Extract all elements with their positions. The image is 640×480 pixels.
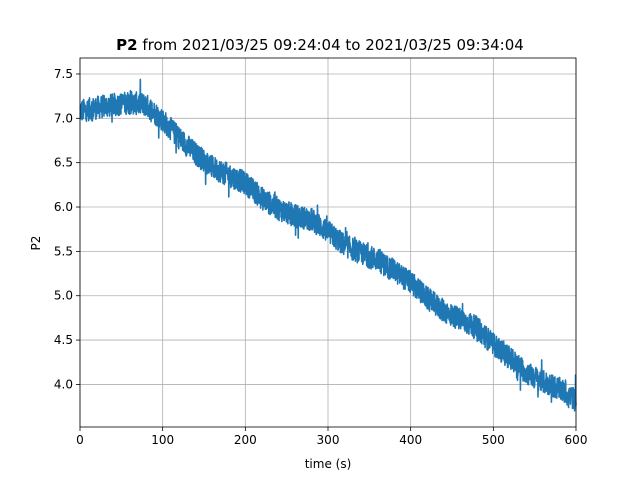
x-tick-label: 400 (399, 433, 422, 447)
series-line-p2 (79, 78, 577, 412)
y-axis-label: P2 (29, 236, 43, 251)
chart-title-bold: P2 (116, 36, 137, 54)
x-tick-label: 0 (76, 433, 84, 447)
y-tick-label: 5.5 (54, 244, 73, 258)
chart-title: P2 from 2021/03/25 09:24:04 to 2021/03/2… (116, 36, 524, 54)
x-tick-label: 200 (234, 433, 257, 447)
y-tick-label: 4.5 (54, 333, 73, 347)
x-axis-label: time (s) (305, 457, 352, 471)
y-tick-label: 4.0 (54, 377, 73, 391)
chart-title-rest: from 2021/03/25 09:24:04 to 2021/03/25 0… (138, 36, 524, 54)
plot-area (79, 78, 577, 412)
x-tick-label: 500 (482, 433, 505, 447)
y-tick-label: 6.5 (54, 156, 73, 170)
x-tick-label: 300 (317, 433, 340, 447)
x-tick-label: 100 (151, 433, 174, 447)
grid (79, 58, 577, 427)
y-axis-ticks: 4.0 4.5 5.0 5.5 6.0 6.5 7.0 7.5 (54, 67, 80, 391)
y-tick-label: 5.0 (54, 289, 73, 303)
y-tick-label: 6.0 (54, 200, 73, 214)
y-tick-label: 7.5 (54, 67, 73, 81)
y-tick-label: 7.0 (54, 111, 73, 125)
x-axis-ticks: 0 100 200 300 400 500 600 (76, 427, 587, 447)
x-tick-label: 600 (565, 433, 588, 447)
